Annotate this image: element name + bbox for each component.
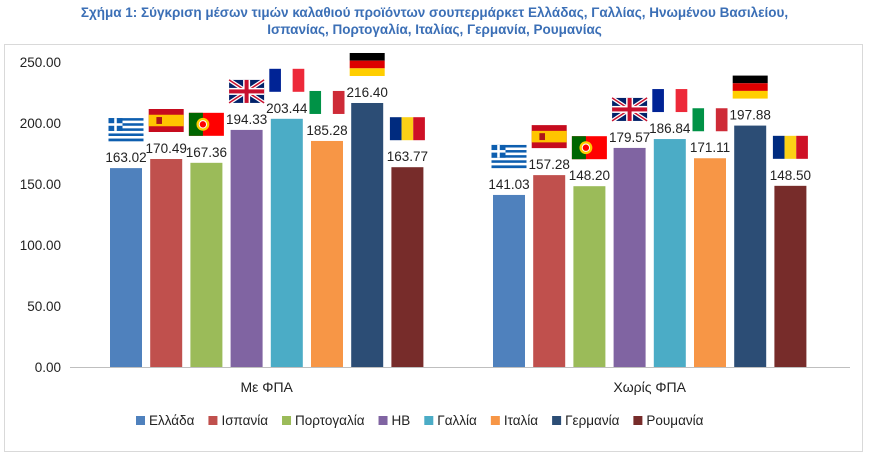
chart-title-line-2: Ισπανίας, Πορτογαλία, Ιταλίας, Γερμανία,… bbox=[267, 22, 602, 37]
bar-value-label: 163.77 bbox=[387, 149, 428, 164]
uk-flag-icon bbox=[228, 78, 266, 105]
portugal-flag-icon bbox=[188, 112, 224, 136]
legend-label: Γερμανία bbox=[565, 413, 619, 428]
bar-value-label: 167.36 bbox=[186, 145, 227, 160]
greece-flag-icon bbox=[491, 144, 527, 169]
romania-flag-icon bbox=[389, 117, 425, 141]
legend-label: Ιταλία bbox=[504, 413, 538, 428]
bar-value-label: 194.33 bbox=[226, 112, 267, 127]
bar bbox=[351, 102, 384, 367]
germany-flag-icon bbox=[349, 52, 385, 76]
legend-swatch bbox=[208, 416, 218, 425]
italy-flag-icon bbox=[692, 108, 728, 132]
spain-flag-icon bbox=[148, 109, 184, 133]
bar-value-label: 171.11 bbox=[690, 140, 730, 155]
bar bbox=[533, 175, 566, 367]
bar bbox=[270, 118, 303, 368]
bar-value-label: 186.84 bbox=[649, 121, 691, 136]
legend-item: ΗΒ bbox=[378, 413, 411, 428]
greece-flag-icon bbox=[108, 118, 144, 142]
bar bbox=[110, 168, 142, 367]
portugal-flag-icon bbox=[571, 136, 607, 160]
bar bbox=[150, 159, 183, 367]
italy-flag-icon bbox=[309, 90, 345, 114]
x-category-label: Χωρίς ΦΠΑ bbox=[613, 379, 686, 395]
bar-value-label: 170.49 bbox=[146, 141, 187, 156]
legend-swatch bbox=[282, 416, 292, 425]
bar-value-label: 148.50 bbox=[770, 168, 811, 183]
y-tick-label: 100.00 bbox=[20, 238, 61, 253]
spain-flag-icon bbox=[531, 125, 567, 149]
bar-value-label: 197.88 bbox=[730, 108, 771, 123]
bar bbox=[190, 162, 223, 367]
y-tick-label: 200.00 bbox=[20, 116, 61, 131]
bar-value-label: 148.20 bbox=[569, 168, 610, 183]
bar bbox=[613, 147, 646, 367]
france-flag-icon bbox=[269, 68, 305, 92]
bar bbox=[573, 186, 606, 367]
bar bbox=[493, 194, 525, 367]
x-category-label: Με ΦΠΑ bbox=[240, 379, 293, 395]
legend-swatch bbox=[378, 416, 388, 425]
bar bbox=[653, 139, 686, 367]
legend-item: Ιταλία bbox=[490, 413, 538, 428]
legend-label: ΗΒ bbox=[392, 413, 411, 428]
legend-label: Ισπανία bbox=[221, 413, 268, 428]
bar-value-label: 185.28 bbox=[306, 123, 347, 138]
y-tick-label: 250.00 bbox=[20, 55, 61, 70]
germany-flag-icon bbox=[732, 75, 768, 99]
legend-swatch bbox=[490, 416, 500, 425]
legend-swatch bbox=[136, 416, 145, 425]
legend-item: Ρουμανία bbox=[633, 413, 704, 428]
y-tick-label: 0.00 bbox=[35, 360, 61, 375]
legend-swatch bbox=[633, 416, 643, 425]
legend-item: Γερμανία bbox=[552, 413, 620, 428]
uk-flag-icon bbox=[611, 96, 649, 123]
legend-label: Πορτογαλία bbox=[295, 413, 365, 428]
bar bbox=[734, 125, 767, 368]
bar-value-label: 163.02 bbox=[105, 150, 146, 165]
legend-item: Ισπανία bbox=[208, 413, 268, 428]
bar bbox=[230, 129, 263, 367]
bar bbox=[694, 158, 726, 367]
chart-title: Σχήμα 1: Σύγκριση μέσων τιμών καλαθιού π… bbox=[0, 4, 869, 38]
bar-value-label: 216.40 bbox=[347, 85, 388, 100]
legend-swatch bbox=[552, 416, 562, 425]
legend-label: Ελλάδα bbox=[149, 413, 195, 428]
bar-value-label: 141.03 bbox=[488, 177, 529, 192]
legend-item: Πορτογαλία bbox=[282, 413, 365, 428]
legend-swatch bbox=[424, 416, 434, 425]
bar bbox=[774, 185, 807, 367]
chart-title-line-1: Σχήμα 1: Σύγκριση μέσων τιμών καλαθιού π… bbox=[80, 5, 789, 20]
bar-value-label: 157.28 bbox=[529, 157, 570, 172]
legend-label: Ρουμανία bbox=[646, 413, 703, 428]
romania-flag-icon bbox=[772, 135, 808, 159]
bar-value-label: 179.57 bbox=[609, 130, 650, 145]
bar-value-label: 203.44 bbox=[266, 101, 308, 116]
y-tick-label: 50.00 bbox=[27, 299, 61, 314]
legend-item: Γαλλία bbox=[424, 413, 477, 428]
bar bbox=[391, 167, 424, 367]
legend-item: Ελλάδα bbox=[136, 413, 195, 428]
bar bbox=[311, 140, 343, 367]
france-flag-icon bbox=[652, 89, 688, 113]
legend-label: Γαλλία bbox=[437, 413, 477, 428]
y-tick-label: 150.00 bbox=[20, 177, 61, 192]
